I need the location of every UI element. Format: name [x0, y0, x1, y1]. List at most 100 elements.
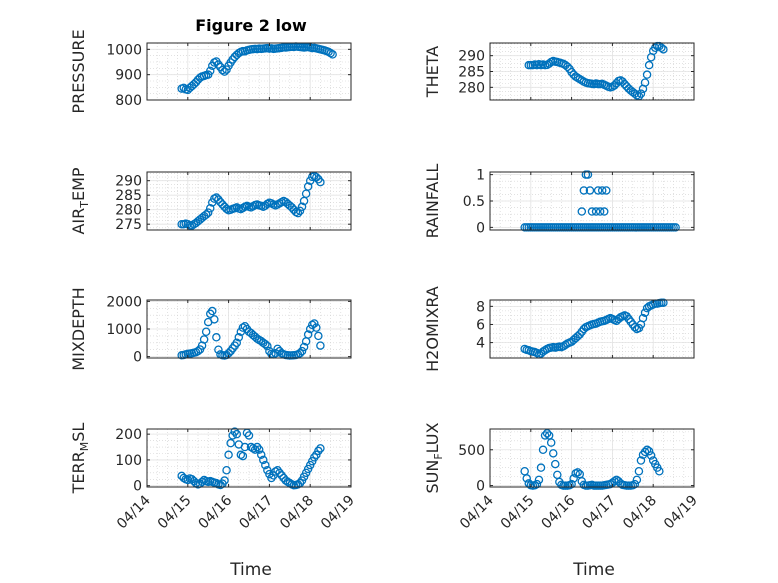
data-point [234, 48, 244, 58]
data-point [263, 341, 272, 351]
data-point [542, 429, 552, 438]
data-point [254, 445, 264, 454]
y-label-text: MIXDEPTH [69, 287, 88, 370]
plot-area [147, 429, 351, 487]
data-point [671, 223, 680, 232]
y-tick-label: 285 [458, 65, 485, 81]
plot-area [490, 429, 694, 487]
y-tick-label: 0 [133, 350, 142, 366]
data-point [303, 182, 313, 191]
y-tick-label: 8 [476, 299, 485, 315]
data-point [591, 207, 601, 216]
data-point [214, 195, 223, 204]
y-axis-label: PRESSURE [69, 29, 88, 113]
data-point [569, 474, 578, 483]
data-point [587, 207, 597, 216]
y-tick-label: 290 [115, 174, 142, 190]
data-point [522, 474, 531, 483]
data-point [295, 349, 305, 358]
y-tick-label: 280 [115, 203, 142, 219]
data-point [655, 466, 664, 476]
data-point [642, 445, 652, 455]
data-point [277, 471, 286, 480]
x-axis-label-right: Time [572, 560, 615, 580]
data-point [583, 170, 593, 179]
data-point [316, 444, 325, 453]
y-label-subscript: F [432, 453, 445, 459]
data-point [230, 427, 239, 436]
y-tick-label: 1000 [106, 322, 142, 338]
data-point [232, 338, 242, 348]
data-point [250, 445, 260, 454]
y-tick-label: 285 [115, 188, 142, 204]
data-point [538, 445, 548, 455]
data-point [267, 473, 276, 483]
data-point [205, 66, 215, 76]
y-tick-label: 0.5 [463, 194, 485, 210]
data-point [577, 207, 587, 216]
y-label-text: SL [69, 423, 88, 442]
data-point [599, 207, 609, 216]
data-point [534, 475, 544, 485]
data-point [203, 208, 213, 217]
data-point [273, 465, 282, 475]
y-label-text: PRESSURE [69, 29, 88, 113]
data-point [579, 186, 589, 195]
y-tick-label: 4 [476, 336, 485, 352]
data-point [644, 446, 654, 456]
data-point [293, 208, 303, 218]
data-point [271, 467, 280, 476]
data-point [226, 438, 235, 448]
y-tick-label: 1 [476, 168, 485, 184]
y-tick-label: 0 [476, 479, 485, 495]
data-point [214, 345, 223, 354]
subplot-5: 0 1000 2000 MIXDEPTH [69, 287, 352, 371]
data-point [271, 349, 280, 358]
x-axis-label-left: Time [229, 560, 272, 580]
data-point [546, 438, 556, 447]
data-point [597, 186, 607, 195]
y-label-subscript: M [78, 442, 91, 452]
data-point [179, 473, 188, 483]
data-point [295, 206, 305, 216]
data-point [638, 313, 648, 323]
y-tick-label: 100 [115, 453, 142, 469]
data-point [240, 442, 250, 452]
data-point [210, 315, 219, 324]
data-point [238, 451, 248, 461]
data-point [328, 50, 337, 59]
y-tick-label: 6 [476, 317, 485, 333]
data-point [224, 450, 233, 460]
data-point [630, 479, 640, 489]
data-point [197, 477, 207, 487]
y-tick-label: 500 [458, 443, 485, 459]
data-point [222, 465, 231, 475]
data-point [316, 177, 325, 187]
data-point [310, 453, 319, 462]
data-point [299, 342, 309, 352]
data-point [314, 331, 323, 341]
y-label-text: H2OMIXRA [423, 286, 442, 372]
y-tick-label: 0 [133, 479, 142, 495]
data-point [201, 210, 211, 219]
data-point [248, 444, 258, 453]
y-label-text: THETA [423, 46, 442, 98]
data-point [232, 429, 242, 439]
data-point [642, 70, 652, 79]
data-point [183, 475, 193, 485]
data-point [657, 43, 666, 53]
data-point [632, 475, 642, 485]
data-point [205, 203, 215, 213]
data-point [256, 450, 266, 460]
data-point [259, 455, 268, 465]
y-axis-label: SUNFLUX [423, 422, 445, 493]
y-axis-label: AIRTEMP [69, 167, 91, 234]
data-point [640, 447, 650, 457]
data-point [567, 479, 576, 489]
data-point [602, 186, 611, 195]
data-point [179, 83, 188, 93]
data-point [636, 89, 646, 98]
data-point [548, 449, 558, 458]
y-label-subscript: T [78, 201, 91, 209]
